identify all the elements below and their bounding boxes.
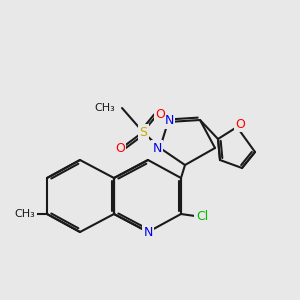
Text: CH₃: CH₃ [15, 209, 35, 219]
Text: O: O [235, 118, 245, 130]
Text: N: N [164, 115, 174, 128]
Text: S: S [139, 125, 147, 139]
Text: N: N [143, 226, 153, 238]
Text: O: O [115, 142, 125, 154]
Text: Cl: Cl [196, 209, 208, 223]
Text: CH₃: CH₃ [94, 103, 115, 113]
Text: O: O [155, 107, 165, 121]
Text: N: N [152, 142, 162, 154]
